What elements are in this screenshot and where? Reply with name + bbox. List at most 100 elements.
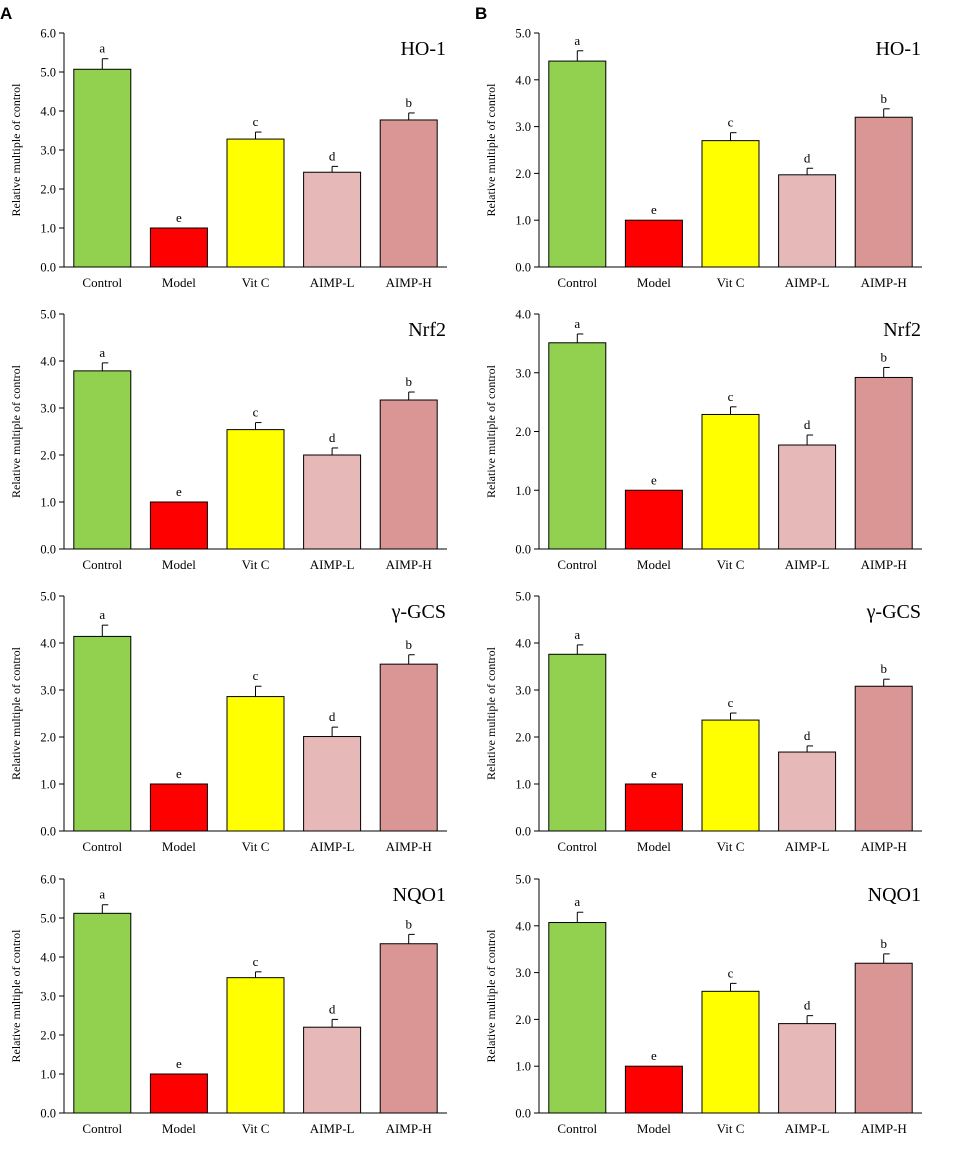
x-tick-label: Model — [162, 1121, 196, 1136]
bar-aimp-h — [854, 376, 913, 550]
x-tick-label: Vit C — [242, 275, 270, 290]
significance-letter: b — [405, 637, 412, 652]
bar-aimp-h — [379, 943, 438, 1114]
x-tick-label: AIMP-H — [861, 557, 907, 572]
significance-letter: b — [405, 374, 412, 389]
x-tick-label: AIMP-L — [785, 557, 830, 572]
chart-title: HO-1 — [400, 38, 446, 60]
x-tick-label: Vit C — [242, 557, 270, 572]
y-tick-label: 4.0 — [40, 355, 56, 369]
bar-aimp-l — [303, 1026, 362, 1114]
y-tick-label: 0.0 — [40, 1107, 56, 1121]
y-tick-label: 5.0 — [40, 66, 56, 80]
chart-title: NQO1 — [868, 884, 921, 906]
significance-letter: e — [651, 472, 657, 487]
y-tick-label: 1.0 — [40, 778, 56, 792]
x-tick-label: Model — [162, 275, 196, 290]
bar-model — [624, 219, 683, 268]
y-tick-label: 1.0 — [515, 214, 531, 228]
significance-letter: e — [651, 202, 657, 217]
y-tick-label: 2.0 — [40, 449, 56, 463]
significance-letter: e — [651, 766, 657, 781]
x-tick-label: AIMP-L — [785, 1121, 830, 1136]
y-axis-label: Relative multiple of control — [484, 83, 498, 217]
x-tick-label: AIMP-H — [386, 557, 432, 572]
significance-letter: a — [99, 607, 105, 622]
bar-vit-c — [701, 140, 760, 268]
y-axis-label: Relative multiple of control — [484, 364, 498, 498]
y-tick-label: 5.0 — [515, 873, 531, 887]
y-tick-label: 2.0 — [40, 183, 56, 197]
bar-vit-c — [226, 977, 285, 1114]
bar-aimp-h — [379, 663, 438, 832]
y-axis-label: Relative multiple of control — [9, 83, 23, 217]
x-tick-label: AIMP-H — [861, 1121, 907, 1136]
bar-aimp-l — [778, 174, 837, 268]
significance-letter: a — [574, 316, 580, 331]
y-tick-label: 4.0 — [515, 73, 531, 87]
bar-aimp-l — [303, 736, 362, 832]
y-tick-label: 1.0 — [40, 1068, 56, 1082]
chart-title: Nrf2 — [883, 319, 921, 341]
y-tick-label: 3.0 — [40, 990, 56, 1004]
y-tick-label: 2.0 — [515, 167, 531, 181]
y-tick-label: 0.0 — [515, 543, 531, 557]
bar-vit-c — [701, 990, 760, 1114]
bar-model — [149, 783, 208, 832]
significance-letter: b — [405, 95, 412, 110]
x-tick-label: Control — [82, 839, 122, 854]
y-tick-label: 4.0 — [40, 637, 56, 651]
y-tick-label: 1.0 — [515, 1060, 531, 1074]
significance-letter: e — [176, 1056, 182, 1071]
y-tick-label: 3.0 — [40, 402, 56, 416]
bar-vit-c — [226, 138, 285, 268]
bar-aimp-h — [854, 116, 913, 268]
x-tick-label: Vit C — [717, 557, 745, 572]
y-tick-label: 0.0 — [40, 261, 56, 275]
bar-aimp-l — [778, 444, 837, 550]
x-tick-label: Vit C — [717, 839, 745, 854]
x-tick-label: AIMP-H — [386, 275, 432, 290]
y-tick-label: 4.0 — [515, 308, 531, 322]
x-tick-label: Vit C — [242, 1121, 270, 1136]
y-tick-label: 6.0 — [40, 873, 56, 887]
bar-vit-c — [226, 696, 285, 832]
significance-letter: c — [728, 695, 734, 710]
significance-letter: b — [880, 661, 887, 676]
bar-model — [624, 1065, 683, 1114]
panel-label-b: B — [475, 4, 487, 23]
bar-vit-c — [701, 413, 760, 550]
y-axis-label: Relative multiple of control — [484, 646, 498, 780]
x-tick-label: Control — [82, 557, 122, 572]
significance-letter: e — [176, 484, 182, 499]
significance-letter: d — [329, 709, 336, 724]
x-tick-label: Control — [557, 1121, 597, 1136]
chart-title: γ-GCS — [866, 601, 921, 623]
bar-aimp-l — [778, 751, 837, 832]
y-tick-label: 3.0 — [515, 684, 531, 698]
significance-letter: b — [880, 349, 887, 364]
x-tick-label: Control — [557, 275, 597, 290]
x-tick-label: AIMP-L — [785, 839, 830, 854]
y-tick-label: 0.0 — [515, 261, 531, 275]
y-axis-label: Relative multiple of control — [9, 364, 23, 498]
significance-letter: c — [253, 954, 259, 969]
x-tick-label: Model — [637, 839, 671, 854]
significance-letter: e — [651, 1048, 657, 1063]
significance-letter: b — [880, 91, 887, 106]
bar-aimp-l — [303, 454, 362, 550]
significance-letter: a — [574, 894, 580, 909]
x-tick-label: Model — [637, 275, 671, 290]
significance-letter: c — [728, 389, 734, 404]
x-tick-label: AIMP-H — [386, 839, 432, 854]
y-tick-label: 6.0 — [40, 27, 56, 41]
chart-3: 0.0 1.0 2.0 3.0 4.0 5.0 Relative multiple of c… — [9, 308, 447, 572]
bar-aimp-h — [379, 119, 438, 268]
significance-letter: c — [253, 405, 259, 420]
y-tick-label: 2.0 — [515, 731, 531, 745]
significance-letter: a — [99, 887, 105, 902]
x-tick-label: Control — [557, 839, 597, 854]
bar-control — [548, 653, 607, 832]
y-tick-label: 0.0 — [40, 543, 56, 557]
x-tick-label: Model — [637, 1121, 671, 1136]
